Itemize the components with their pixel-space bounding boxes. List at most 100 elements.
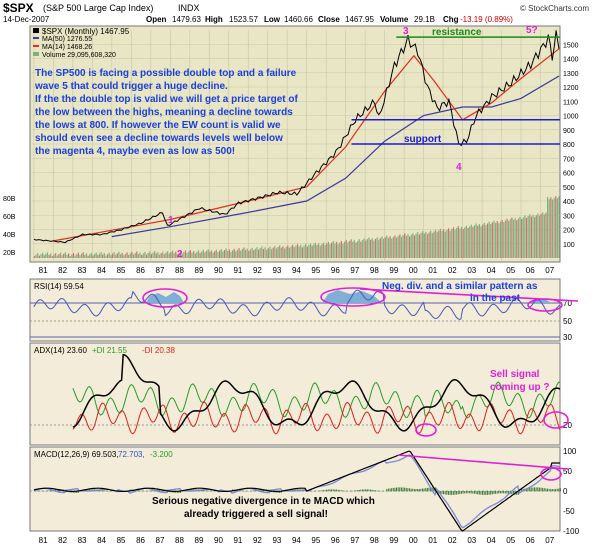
macd-histogram-bar xyxy=(134,489,136,492)
volume-bar xyxy=(480,226,482,258)
macd-histogram-bar xyxy=(309,490,311,492)
resistance-label: resistance xyxy=(432,27,482,38)
volume-bar xyxy=(131,251,133,258)
macd-histogram-bar xyxy=(482,491,484,495)
macd-histogram-bar xyxy=(207,490,209,492)
volume-bar xyxy=(116,253,118,258)
macd-signal-line xyxy=(33,454,561,529)
volume-bar xyxy=(98,253,101,258)
macd-histogram-bar xyxy=(540,487,542,492)
volume-bar xyxy=(142,253,144,258)
volume-bar xyxy=(290,246,292,258)
volume-bar xyxy=(163,254,165,258)
x-axis-label: 86 xyxy=(136,266,145,275)
price-panel: 1500140013001200110010009008007006005004… xyxy=(3,25,579,263)
macd-histogram-bar xyxy=(322,490,324,492)
macd-axis-tick: 50 xyxy=(563,467,572,476)
volume-bar xyxy=(439,228,442,258)
volume-bar xyxy=(387,237,390,258)
volume-bar xyxy=(421,231,424,258)
macd-histogram-bar xyxy=(50,490,52,492)
price-axis-tick: 1300 xyxy=(563,71,579,78)
ohlc-volume-label: Volume xyxy=(380,15,409,24)
wave-label-1: 1 xyxy=(168,215,174,226)
price-axis-tick: 400 xyxy=(563,199,575,206)
macd-histogram-bar xyxy=(392,487,394,492)
volume-bar xyxy=(355,242,357,258)
macd-histogram-bar xyxy=(259,489,261,492)
volume-bar xyxy=(149,251,151,258)
x-axis-label: 01 xyxy=(428,536,437,545)
volume-bar xyxy=(508,220,510,258)
x-axis-label: 85 xyxy=(117,536,126,545)
x-axis-label: 07 xyxy=(545,536,554,545)
x-axis-label: 90 xyxy=(214,266,223,275)
volume-bar xyxy=(339,242,341,258)
plus-di-label: +DI 21.55 xyxy=(92,346,127,355)
macd-divergence-line xyxy=(397,454,569,470)
x-axis-label: 84 xyxy=(97,536,106,545)
volume-bar xyxy=(76,254,78,258)
volume-bar xyxy=(220,249,222,258)
volume-bar xyxy=(394,235,396,258)
x-axis-label: 98 xyxy=(370,536,379,545)
macd-histogram-bar xyxy=(326,489,328,492)
volume-bar xyxy=(465,225,468,258)
volume-bar xyxy=(124,253,127,258)
macd-histogram-bar xyxy=(407,488,409,492)
volume-bar xyxy=(360,241,362,258)
chart-symbol: $SPX xyxy=(3,1,34,15)
volume-bar xyxy=(261,246,263,258)
volume-bar xyxy=(89,254,91,258)
volume-bar xyxy=(243,247,245,258)
volume-bar xyxy=(82,252,84,258)
volume-bar xyxy=(178,252,180,258)
macd-axis-tick: -100 xyxy=(563,527,580,536)
macd-histogram-bar xyxy=(548,488,550,492)
volume-bar xyxy=(206,250,208,258)
volume-bar xyxy=(251,247,253,258)
price-axis-tick: 1500 xyxy=(563,42,579,49)
macd-axis-tick: 0 xyxy=(563,487,568,496)
volume-bar xyxy=(67,253,70,258)
macd-histogram-bar xyxy=(485,491,487,495)
macd-histogram-bar xyxy=(527,488,529,492)
price-axis-tick: 500 xyxy=(563,185,575,192)
macd-histogram-bar xyxy=(543,488,545,492)
x-axis-label: 84 xyxy=(97,266,106,275)
volume-bar xyxy=(160,253,162,258)
volume-bar xyxy=(214,251,216,258)
x-axis-label: 83 xyxy=(78,536,87,545)
x-axis-label: 96 xyxy=(331,266,340,275)
macd-histogram-bar xyxy=(339,490,341,492)
volume-bar xyxy=(467,227,469,258)
wave-label-2: 2 xyxy=(177,249,183,260)
volume-bar xyxy=(141,255,143,258)
macd-histogram-bar xyxy=(160,489,162,492)
volume-bar xyxy=(376,237,378,258)
volume-bar xyxy=(186,253,188,258)
volume-bar xyxy=(309,243,312,258)
volume-bar xyxy=(215,249,217,258)
macd-line xyxy=(33,450,560,532)
volume-bar xyxy=(180,251,182,258)
price-axis-tick: 1200 xyxy=(563,85,579,92)
x-axis-label: 81 xyxy=(39,536,48,545)
macd-histogram-bar xyxy=(496,491,498,494)
volume-bar xyxy=(313,244,315,258)
x-axis-label: 91 xyxy=(233,536,242,545)
macd-histogram-bar xyxy=(329,489,331,492)
volume-bar xyxy=(279,245,281,258)
annotation-line-7: the magenta 4, maybe even as low as 500! xyxy=(35,146,235,157)
x-axis-label: 93 xyxy=(272,266,281,275)
price-line xyxy=(33,30,560,244)
volume-bar xyxy=(199,252,201,258)
macd-histogram-bar xyxy=(397,487,399,492)
volume-bar xyxy=(93,253,96,258)
volume-bar xyxy=(48,254,50,258)
macd-histogram-bar xyxy=(102,490,104,492)
macd-histogram-bar xyxy=(467,491,469,494)
price-axis-tick: 1400 xyxy=(563,57,579,64)
volume-bar xyxy=(485,225,487,258)
macd-label: MACD(12,26,9) 69.503, xyxy=(34,450,119,459)
